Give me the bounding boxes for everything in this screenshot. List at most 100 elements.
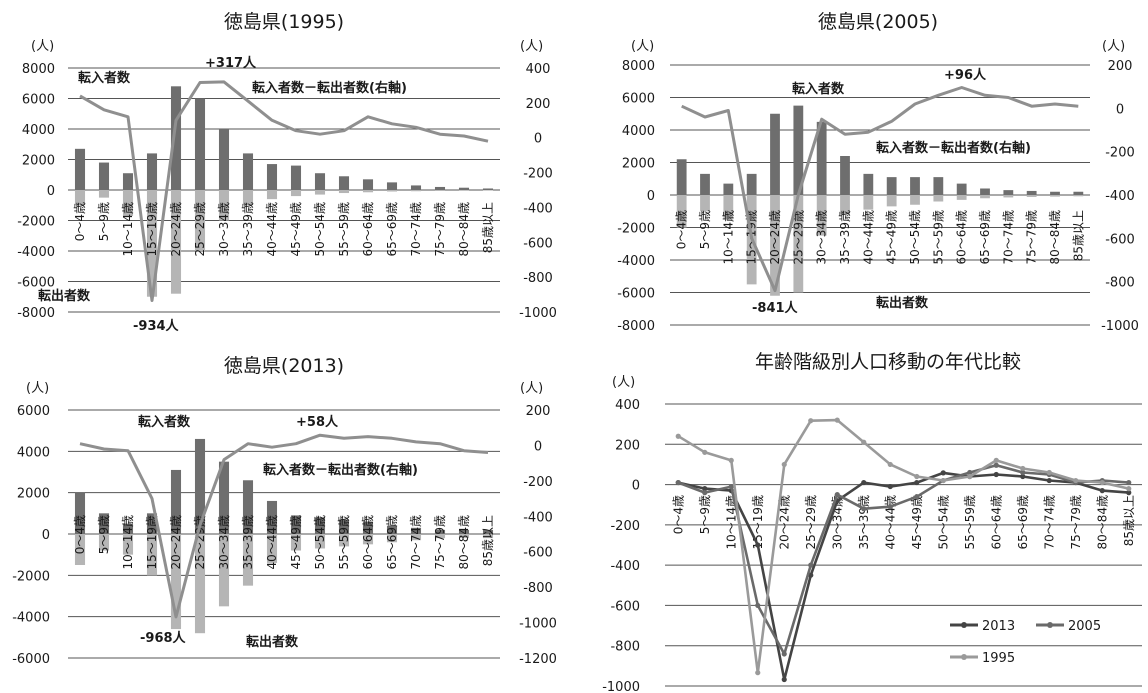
category-label: 10～14歳 [724, 495, 738, 550]
bar-in-8 [266, 500, 278, 534]
series-point-2005 [675, 479, 681, 486]
bar-in-9 [886, 177, 897, 195]
category-label: 5～9歳 [698, 210, 712, 249]
y-tick-right: 200 [526, 404, 551, 419]
bar-out-8 [266, 190, 278, 200]
y-tick-left: 6000 [22, 93, 55, 108]
annotation-max: +58人 [296, 414, 339, 430]
bar-out-2 [122, 534, 134, 555]
y-tick: 400 [615, 398, 640, 413]
y-tick-right: -800 [523, 581, 553, 596]
bar-in-14 [1003, 190, 1014, 195]
series-point-2005 [1126, 479, 1132, 486]
bar-in-9 [290, 165, 302, 190]
category-label: 65～69歳 [385, 202, 399, 257]
y-unit-right: (人) [1102, 39, 1125, 54]
legend-label: 2013 [982, 619, 1015, 634]
bar-in-14 [410, 185, 422, 190]
category-label: 45～49歳 [289, 202, 303, 257]
y-tick-left: 6000 [17, 404, 50, 419]
y-tick-left: 6000 [622, 92, 655, 107]
bar-in-3 [146, 153, 158, 190]
bar-out-16 [1050, 195, 1060, 197]
category-label: 40～44歳 [883, 495, 897, 550]
category-label: 55～59歳 [931, 210, 945, 265]
bar-out-2 [122, 190, 134, 216]
bar-in-12 [362, 521, 374, 534]
series-point-2005 [728, 483, 734, 490]
bar-in-1 [98, 162, 110, 190]
bar-out-15 [1026, 195, 1037, 197]
category-label: 10～14歳 [121, 202, 135, 257]
bar-in-17 [482, 529, 494, 534]
y-unit-right: (人) [520, 381, 543, 396]
category-label: 70～74歳 [409, 515, 423, 570]
y-tick-right: -1000 [519, 306, 557, 321]
bar-in-7 [242, 480, 254, 534]
annotation-min: -934人 [133, 318, 180, 334]
series-point-1995 [808, 418, 814, 424]
category-label: 45～49歳 [289, 515, 303, 570]
y-tick-right: -400 [523, 201, 553, 216]
y-tick-left: -2000 [12, 569, 50, 584]
series-point-2005 [808, 562, 814, 568]
bar-in-2 [723, 183, 734, 195]
series-point-2013 [1046, 477, 1052, 484]
category-label: 60～64歳 [955, 210, 969, 265]
series-point-1995 [1099, 479, 1105, 486]
y-tick-right: -600 [1105, 232, 1135, 247]
bar-out-0 [676, 195, 687, 228]
label-net: 転入者数－転出者数(右軸) [876, 140, 1031, 156]
bar-in-2 [122, 523, 134, 534]
bar-out-3 [146, 190, 158, 297]
y-tick-right: 200 [1108, 59, 1133, 74]
category-label: 25～29歳 [791, 210, 805, 265]
annotation-min: -841人 [752, 300, 799, 316]
category-label: 50～54歳 [313, 515, 327, 570]
bar-out-1 [700, 195, 710, 212]
bar-in-11 [338, 519, 350, 534]
series-point-2005 [702, 490, 708, 496]
bar-out-7 [840, 195, 850, 215]
series-line-2013 [678, 471, 1129, 681]
category-label: 70～74歳 [1001, 210, 1015, 265]
bar-in-11 [933, 177, 944, 195]
category-label: 75～79歳 [433, 202, 447, 257]
series-point-1995 [1073, 477, 1079, 484]
category-label: 25～29歳 [804, 495, 818, 550]
bar-out-10 [314, 534, 326, 549]
category-label: 0～4歳 [675, 210, 689, 249]
category-label: 50～54歳 [908, 210, 922, 265]
category-label: 55～59歳 [337, 515, 351, 570]
bar-in-2 [122, 173, 134, 190]
bar-out-5 [793, 195, 804, 293]
category-label: 70～74歳 [409, 202, 423, 257]
bar-in-7 [242, 153, 254, 190]
category-label: 25～29歳 [193, 515, 207, 570]
bar-out-10 [314, 190, 326, 195]
y-tick-left: -4000 [617, 254, 655, 269]
bar-out-7 [242, 190, 254, 206]
bar-out-16 [458, 534, 470, 539]
category-label: 15～19歳 [145, 515, 159, 570]
bar-out-12 [362, 190, 374, 193]
bar-in-12 [362, 179, 374, 190]
category-label: 55～59歳 [963, 495, 977, 550]
bar-out-9 [290, 534, 302, 551]
y-tick-right: -200 [523, 167, 553, 182]
bar-in-13 [386, 525, 398, 534]
y-tick-right: -800 [1105, 276, 1135, 291]
category-label: 60～64歳 [361, 202, 375, 257]
y-tick-left: 2000 [17, 487, 50, 502]
y-tick-left: 8000 [22, 62, 55, 77]
label-in: 転入者数 [138, 414, 191, 430]
bar-out-6 [218, 534, 230, 607]
bar-out-11 [338, 534, 350, 547]
category-label: 35～39歳 [241, 202, 255, 257]
bar-out-17 [482, 534, 494, 539]
bar-out-13 [386, 534, 398, 543]
bar-out-5 [194, 190, 206, 251]
bar-out-13 [386, 190, 398, 192]
bar-out-13 [980, 195, 990, 199]
